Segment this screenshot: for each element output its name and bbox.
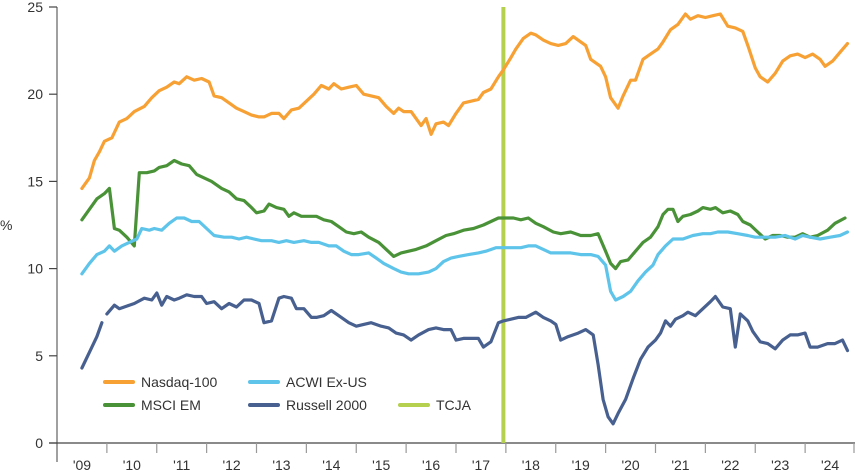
x-tick-label: '20 <box>621 457 639 473</box>
legend-item: Nasdaq-100 <box>103 374 217 390</box>
legend-label: MSCI EM <box>141 397 201 413</box>
axes: % <box>0 7 855 462</box>
x-tick-label: '17 <box>472 457 490 473</box>
legend-item: Russell 2000 <box>248 397 367 413</box>
x-tick-label: '23 <box>771 457 789 473</box>
x-tick-label: '12 <box>222 457 240 473</box>
series-group <box>80 12 850 426</box>
series-line-acwi-ex-us <box>80 216 850 302</box>
x-tick-label: '11 <box>173 457 190 473</box>
x-ticks: '09 '10 '11 '12 '13 '14 '15 '16 '17 '18 '19 '20 '21 '… <box>73 443 855 473</box>
legend-item: ACWI Ex-US <box>248 374 367 390</box>
x-tick-label: '18 <box>522 457 540 473</box>
x-tick-label: '21 <box>671 457 689 473</box>
y-tick-label: 5 <box>35 348 43 364</box>
y-tick-label: 15 <box>27 173 43 189</box>
x-tick-label: '13 <box>272 457 290 473</box>
legend: Nasdaq-100 ACWI Ex-US MSCI EM Russell 2000 T… <box>103 374 472 413</box>
y-tick-label: 10 <box>27 261 43 277</box>
x-tick-label: '09 <box>73 457 91 473</box>
legend-label: TCJA <box>436 397 472 413</box>
x-tick-label: '10 <box>123 457 141 473</box>
y-tick-label: 0 <box>35 435 43 451</box>
x-tick-label: '24 <box>821 457 839 473</box>
x-tick-label: '15 <box>372 457 390 473</box>
x-tick-label: '14 <box>322 457 340 473</box>
y-axis-label: % <box>0 217 12 233</box>
y-tick-label: 25 <box>27 0 43 15</box>
series-line-msci-em <box>80 158 847 271</box>
x-tick-label: '19 <box>572 457 590 473</box>
y-tick-label: 20 <box>27 86 43 102</box>
y-ticks: 0 5 10 15 20 25 <box>27 0 57 451</box>
legend-item: MSCI EM <box>103 397 201 413</box>
x-tick-label: '16 <box>422 457 440 473</box>
legend-label: ACWI Ex-US <box>286 374 367 390</box>
x-tick-label: '22 <box>721 457 739 473</box>
series-line-russell-2000 <box>80 291 850 426</box>
series-line-nasdaq-100 <box>80 12 850 190</box>
legend-label: Russell 2000 <box>286 397 367 413</box>
legend-item: TCJA <box>398 397 472 413</box>
legend-label: Nasdaq-100 <box>141 374 217 390</box>
